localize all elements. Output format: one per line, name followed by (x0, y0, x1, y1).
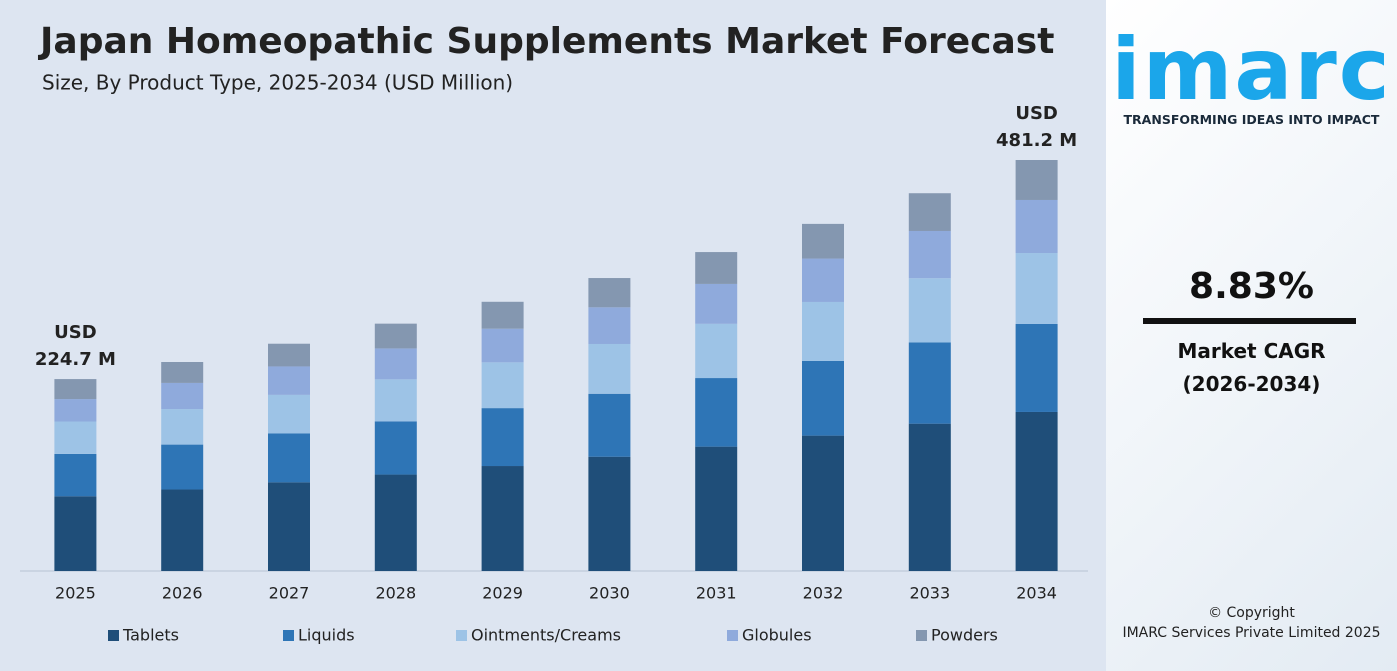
bar-segment (588, 456, 631, 571)
bar-segment (54, 379, 97, 400)
x-tick-label: 2032 (803, 584, 844, 603)
bar-segment (374, 421, 417, 475)
bar-segment (1015, 160, 1058, 200)
bar-segment (54, 496, 97, 571)
bar-segment (374, 379, 417, 422)
bar-segment (908, 342, 951, 424)
x-tick-label: 2031 (696, 584, 737, 603)
legend-swatch (916, 630, 927, 641)
x-tick-label: 2029 (482, 584, 523, 603)
bar-segment (695, 378, 738, 447)
bar-segment (481, 408, 524, 467)
total-label-prefix: USD (54, 322, 97, 343)
sidebar: imarc TRANSFORMING IDEAS INTO IMPACT 8.8… (1106, 0, 1397, 671)
bar-segment (268, 366, 310, 395)
total-label-prefix: USD (1015, 103, 1058, 124)
bar-segment (802, 360, 844, 436)
bar-segment (802, 435, 844, 571)
bar-segment (1015, 199, 1058, 254)
bar-segment (481, 328, 524, 363)
bar-segment (268, 482, 310, 571)
bar-segment (802, 223, 844, 259)
bar-segment (695, 446, 738, 571)
bar-segment (54, 421, 97, 454)
legend-swatch (283, 630, 294, 641)
bar-segment (695, 252, 738, 284)
x-tick-label: 2030 (589, 584, 630, 603)
cagr-period: (2026-2034) (1182, 372, 1321, 396)
bar-segment (908, 193, 951, 231)
company: IMARC Services Private Limited 2025 (1122, 625, 1381, 641)
bar-segment (374, 323, 417, 349)
bar-segment (54, 399, 97, 422)
bar-segment (908, 278, 951, 343)
bar-segment (695, 323, 738, 379)
bar-segment (268, 433, 310, 483)
bar-segment (161, 382, 204, 410)
bar-segment (802, 301, 844, 361)
bar-segment (481, 362, 524, 409)
bar-segment (374, 474, 417, 571)
bar-segment (54, 453, 97, 497)
bar-segment (374, 348, 417, 380)
bar-segment (161, 444, 204, 490)
chart-title: Japan Homeopathic Supplements Market For… (37, 21, 1054, 62)
cagr-value: 8.83% (1189, 266, 1314, 307)
cagr-label: Market CAGR (1177, 339, 1326, 363)
legend-label: Powders (931, 626, 998, 645)
total-label: 481.2 M (996, 130, 1077, 151)
bar-segment (908, 230, 951, 279)
bar-segment (588, 343, 631, 394)
bar-segment (695, 283, 738, 324)
copyright: © Copyright (1208, 605, 1295, 621)
x-tick-label: 2033 (909, 584, 950, 603)
legend-swatch (108, 630, 119, 641)
legend-label: Globules (742, 626, 812, 645)
bar-segment (1015, 411, 1058, 571)
bar-segment (1015, 253, 1058, 324)
bar-segment (481, 301, 524, 329)
bar-segment (588, 307, 631, 344)
bar-segment (481, 466, 524, 571)
tagline: TRANSFORMING IDEAS INTO IMPACT (1123, 112, 1380, 127)
bar-segment (268, 394, 310, 434)
x-tick-label: 2034 (1016, 584, 1057, 603)
bar-segment (1015, 323, 1058, 412)
x-tick-label: 2027 (269, 584, 310, 603)
legend-label: Tablets (122, 626, 179, 645)
total-label: 224.7 M (35, 349, 116, 370)
bar-segment (588, 393, 631, 457)
bar-segment (161, 409, 204, 445)
bar-segment (268, 343, 310, 367)
legend-label: Ointments/Creams (471, 626, 621, 645)
logo: imarc (1111, 20, 1392, 120)
divider (1143, 318, 1356, 324)
x-tick-label: 2028 (375, 584, 416, 603)
bar-segment (908, 423, 951, 571)
legend-label: Liquids (298, 626, 355, 645)
chart: Japan Homeopathic Supplements Market For… (0, 0, 1106, 671)
legend-swatch (456, 630, 467, 641)
chart-subtitle: Size, By Product Type, 2025-2034 (USD Mi… (42, 71, 513, 95)
bar-segment (802, 258, 844, 302)
bar-segment (161, 489, 204, 571)
x-tick-label: 2025 (55, 584, 96, 603)
bar-segment (161, 361, 204, 383)
x-tick-label: 2026 (162, 584, 203, 603)
bar-segment (588, 278, 631, 308)
legend-swatch (727, 630, 738, 641)
